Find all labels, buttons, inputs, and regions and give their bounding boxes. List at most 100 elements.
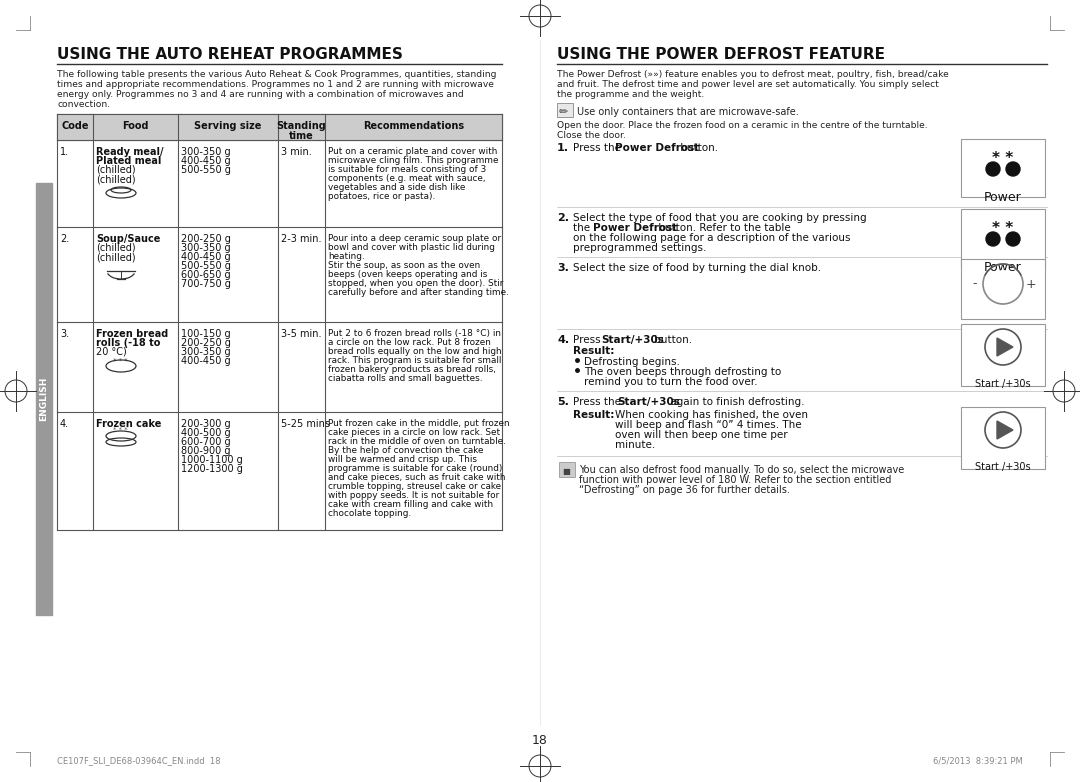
Text: 400-450 g: 400-450 g [181,156,231,166]
Text: 3 min.: 3 min. [281,147,312,157]
Text: 3.: 3. [60,329,69,339]
Text: Open the door. Place the frozen food on a ceramic in the centre of the turntable: Open the door. Place the frozen food on … [557,121,928,130]
Text: will beep and flash “0” 4 times. The: will beep and flash “0” 4 times. The [615,420,801,430]
Text: 200-300 g: 200-300 g [181,419,231,429]
Text: Serving size: Serving size [194,121,261,131]
Text: 800-900 g: 800-900 g [181,446,230,456]
Text: You can also defrost food manually. To do so, select the microwave: You can also defrost food manually. To d… [579,465,904,475]
Text: minute.: minute. [615,440,656,450]
Text: 1.: 1. [60,147,69,157]
Text: The following table presents the various Auto Reheat & Cook Programmes, quantiti: The following table presents the various… [57,70,497,79]
Text: bread rolls equally on the low and high: bread rolls equally on the low and high [328,347,501,356]
Text: 500-550 g: 500-550 g [181,261,231,271]
Polygon shape [997,421,1013,439]
Text: By the help of convection the cake: By the help of convection the cake [328,446,484,455]
Text: Close the door.: Close the door. [557,131,626,140]
Circle shape [989,270,1017,298]
Text: Soup/Sauce: Soup/Sauce [96,234,160,244]
Text: * * *: * * * [113,358,127,364]
Text: rack in the middle of oven on turntable.: rack in the middle of oven on turntable. [328,437,505,446]
Text: 2.: 2. [557,213,569,223]
Text: bowl and cover with plastic lid during: bowl and cover with plastic lid during [328,243,495,252]
Text: rolls (-18 to: rolls (-18 to [96,338,160,348]
Text: rack. This program is suitable for small: rack. This program is suitable for small [328,356,501,365]
Text: a circle on the low rack. Put 8 frozen: a circle on the low rack. Put 8 frozen [328,338,491,347]
Text: Power Defrost: Power Defrost [593,223,677,233]
Text: 500-550 g: 500-550 g [181,165,231,175]
Text: on the following page for a description of the various: on the following page for a description … [573,233,851,243]
Text: * *: * * [993,151,1014,166]
Text: 400-500 g: 400-500 g [181,428,231,438]
Text: ENGLISH: ENGLISH [40,377,49,421]
Text: beeps (oven keeps operating and is: beeps (oven keeps operating and is [328,270,487,279]
Text: and cake pieces, such as fruit cake with: and cake pieces, such as fruit cake with [328,473,505,482]
Text: function with power level of 180 W. Refer to the section entitled: function with power level of 180 W. Refe… [579,475,891,485]
Text: carefully before and after standing time.: carefully before and after standing time… [328,288,509,297]
Circle shape [986,162,1000,176]
Text: oven will then beep one time per: oven will then beep one time per [615,430,787,440]
Text: 200-250 g: 200-250 g [181,338,231,348]
Text: -: - [973,278,977,290]
Text: microwave cling film. This programme: microwave cling film. This programme [328,156,499,165]
Text: 5-25 mins: 5-25 mins [281,419,330,429]
Text: button. Refer to the table: button. Refer to the table [654,223,791,233]
Text: components (e.g. meat with sauce,: components (e.g. meat with sauce, [328,174,486,183]
Text: Start /+30s: Start /+30s [975,462,1030,472]
Text: 700-750 g: 700-750 g [181,279,231,289]
Text: (chilled): (chilled) [96,174,136,184]
Text: Code: Code [62,121,89,131]
Text: programme is suitable for cake (round): programme is suitable for cake (round) [328,464,502,473]
Bar [961,324,1045,386]
Text: Food: Food [122,121,149,131]
Text: remind you to turn the food over.: remind you to turn the food over. [584,377,757,387]
Bar [559,462,575,477]
Text: 4.: 4. [60,419,69,429]
Polygon shape [997,338,1013,356]
Text: Press: Press [573,335,604,345]
Text: The Power Defrost (»») feature enables you to defrost meat, poultry, fish, bread: The Power Defrost (»») feature enables y… [557,70,948,79]
Text: * * *: * * * [113,427,127,433]
Text: Result:: Result: [573,346,615,356]
Text: 400-450 g: 400-450 g [181,252,231,262]
Bar [57,114,502,140]
Text: ✏: ✏ [559,107,568,117]
Bar [557,103,573,117]
Text: Start/+30s: Start/+30s [600,335,664,345]
Text: “Defrosting” on page 36 for further details.: “Defrosting” on page 36 for further deta… [579,485,789,495]
Text: 18: 18 [532,734,548,748]
Text: Use only containers that are microwave-safe.: Use only containers that are microwave-s… [577,107,799,117]
Text: 300-350 g: 300-350 g [181,347,231,357]
Bar [961,259,1045,319]
Text: crumble topping, streusel cake or cake: crumble topping, streusel cake or cake [328,482,501,491]
Text: USING THE AUTO REHEAT PROGRAMMES: USING THE AUTO REHEAT PROGRAMMES [57,47,403,62]
Circle shape [1005,232,1020,246]
Text: Recommendations: Recommendations [363,121,464,131]
Text: frozen bakery products as bread rolls,: frozen bakery products as bread rolls, [328,365,496,374]
Text: 3-5 min.: 3-5 min. [281,329,322,339]
Text: * *: * * [993,221,1014,236]
Text: USING THE POWER DEFROST FEATURE: USING THE POWER DEFROST FEATURE [557,47,885,62]
Text: The oven beeps through defrosting to: The oven beeps through defrosting to [584,367,781,377]
Text: 300-350 g: 300-350 g [181,243,231,253]
Text: Put on a ceramic plate and cover with: Put on a ceramic plate and cover with [328,147,498,156]
Text: time: time [289,131,314,141]
Text: CE107F_SLI_DE68-03964C_EN.indd  18: CE107F_SLI_DE68-03964C_EN.indd 18 [57,756,220,766]
Text: 100-150 g: 100-150 g [181,329,231,339]
Text: Power: Power [984,261,1022,274]
Text: ■: ■ [562,467,570,476]
Text: Start /+30s: Start /+30s [975,379,1030,389]
Text: Power Defrost: Power Defrost [615,143,699,153]
Text: Select the size of food by turning the dial knob.: Select the size of food by turning the d… [573,263,821,273]
Text: 600-650 g: 600-650 g [181,270,231,280]
Text: Standing: Standing [276,121,326,131]
Text: 4.: 4. [557,335,569,345]
Text: the: the [573,223,593,233]
Text: is suitable for meals consisting of 3: is suitable for meals consisting of 3 [328,165,486,174]
Text: Frozen bread: Frozen bread [96,329,168,339]
Text: Select the type of food that you are cooking by pressing: Select the type of food that you are coo… [573,213,866,223]
Text: ciabatta rolls and small baguettes.: ciabatta rolls and small baguettes. [328,374,483,383]
Text: Defrosting begins.: Defrosting begins. [584,357,680,367]
Text: When cooking has finished, the oven: When cooking has finished, the oven [615,410,808,420]
Text: Press the: Press the [573,143,624,153]
Text: and fruit. The defrost time and power level are set automatically. You simply se: and fruit. The defrost time and power le… [557,80,939,89]
